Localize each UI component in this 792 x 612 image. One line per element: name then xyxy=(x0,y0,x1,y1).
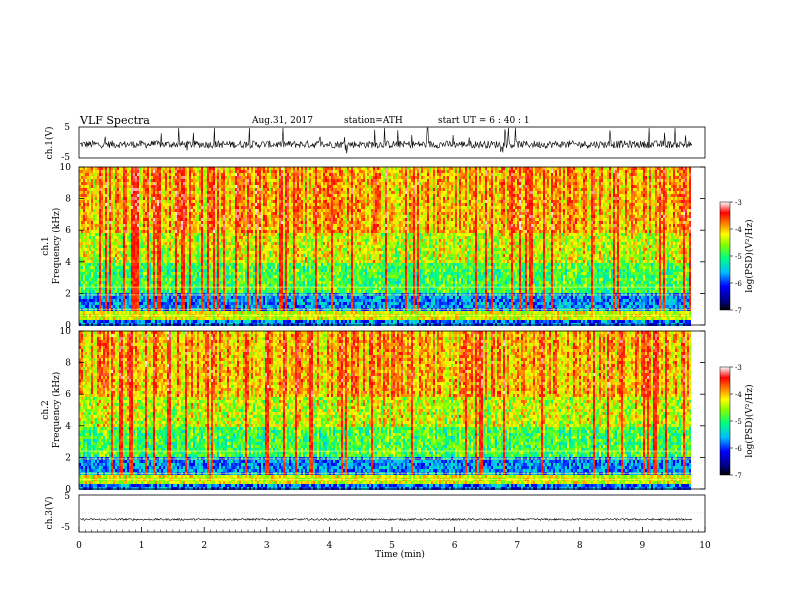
waveform-ch3-ylabel: ch.3(V) xyxy=(44,497,55,530)
spectrogram-ch1-image xyxy=(79,167,692,326)
time-axis-tick-1: 1 xyxy=(139,541,145,551)
waveform-ch3-panel: 5 -5 ch.3(V) xyxy=(44,492,705,533)
waveform-ch1-ytick-top: 5 xyxy=(64,123,70,133)
spectrogram-ch2-ylabel-channel: ch.2 xyxy=(41,400,51,419)
colorbar-ch2-tick--3: -3 xyxy=(735,364,742,372)
start-ut-label: start UT = 6 : 40 : 1 xyxy=(438,116,530,126)
time-axis-tick-2: 2 xyxy=(201,541,207,551)
colorbar-ch1 xyxy=(720,202,730,310)
waveform-ch3-ytick-top: 5 xyxy=(64,492,70,502)
colorbar-ch2-tick--6: -6 xyxy=(735,445,742,453)
colorbar-ch2 xyxy=(720,367,730,475)
colorbar-ch1-tick--7: -7 xyxy=(735,307,742,315)
spectrogram-ch1-ytick-2: 2 xyxy=(65,289,71,299)
spectrogram-ch2-ylabel-frequency: Frequency (kHz) xyxy=(51,372,62,449)
colorbar-ch2-label: log(PSD)(V²/Hz) xyxy=(744,384,755,457)
time-axis-tick-7: 7 xyxy=(514,541,520,551)
time-axis-tick-4: 4 xyxy=(327,541,333,551)
time-axis-tick-8: 8 xyxy=(577,541,583,551)
time-axis-tick-0: 0 xyxy=(76,541,82,551)
colorbar-ch1-tick--5: -5 xyxy=(735,253,742,261)
spectrogram-ch2-ytick-4: 4 xyxy=(65,422,71,432)
spectrogram-ch1-ylabel-frequency: Frequency (kHz) xyxy=(51,208,62,285)
spectrogram-ch1-ylabel-channel: ch.1 xyxy=(41,236,51,255)
colorbar-ch2-tick--5: -5 xyxy=(735,418,742,426)
colorbar-ch2-tick--4: -4 xyxy=(735,391,742,399)
spectrogram-ch2-ytick-10: 10 xyxy=(60,327,72,337)
colorbar-ch1-tick--3: -3 xyxy=(735,199,742,207)
figure-title: VLF Spectra xyxy=(79,114,150,127)
colorbar-ch2-ticks: -3 -4 -5 -6 -7 xyxy=(730,364,742,480)
spectrogram-ch2-ytick-6: 6 xyxy=(65,390,71,400)
colorbar-ch1-label: log(PSD)(V²/Hz) xyxy=(744,219,755,292)
spectrogram-ch2-ytick-2: 2 xyxy=(65,453,71,463)
waveform-ch3-trace xyxy=(80,519,692,521)
time-axis: 0 1 2 3 4 5 6 7 8 9 10 xyxy=(76,527,711,551)
station-label: station=ATH xyxy=(344,116,403,126)
colorbar-ch2-tick--7: -7 xyxy=(735,472,742,480)
waveform-ch1-panel: 5 -5 ch.1(V) xyxy=(44,123,705,163)
date-label: Aug.31, 2017 xyxy=(251,116,313,126)
spectrogram-ch2-image xyxy=(79,331,692,490)
spectrogram-ch1-ytick-8: 8 xyxy=(65,195,71,205)
waveform-ch1-ylabel: ch.1(V) xyxy=(44,127,55,160)
time-axis-tick-10: 10 xyxy=(699,541,711,551)
waveform-ch1-trace xyxy=(80,128,692,153)
colorbar-ch1-tick--6: -6 xyxy=(735,280,742,288)
spectrogram-ch1-ytick-4: 4 xyxy=(65,258,71,268)
time-axis-tick-3: 3 xyxy=(264,541,270,551)
spectrogram-ch2-ytick-8: 8 xyxy=(65,359,71,369)
time-axis-tick-6: 6 xyxy=(452,541,458,551)
time-axis-tick-9: 9 xyxy=(640,541,646,551)
spectrogram-ch1-ytick-6: 6 xyxy=(65,226,71,236)
waveform-ch1-ytick-bottom: -5 xyxy=(61,153,70,163)
colorbar-ch1-tick--4: -4 xyxy=(735,226,742,234)
waveform-ch3-frame xyxy=(79,495,705,532)
colorbar-ch1-ticks: -3 -4 -5 -6 -7 xyxy=(730,199,742,315)
time-axis-label: Time (min) xyxy=(375,549,425,560)
waveform-ch3-ytick-bottom: -5 xyxy=(61,523,70,533)
spectrogram-ch1-ytick-10: 10 xyxy=(60,163,72,173)
